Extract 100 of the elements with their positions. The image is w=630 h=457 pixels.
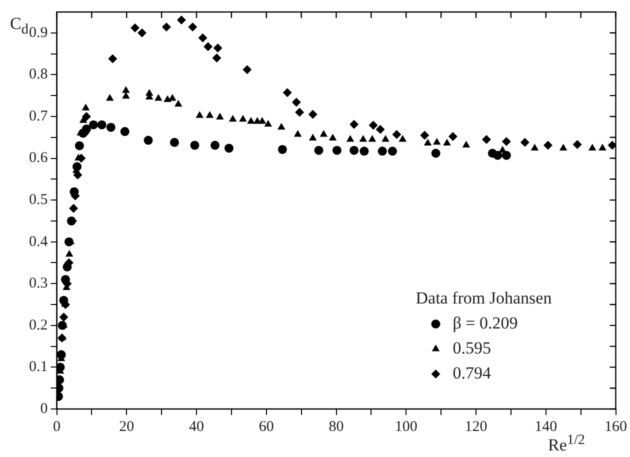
point — [314, 146, 324, 155]
point — [162, 22, 171, 32]
point — [328, 134, 337, 140]
point — [82, 112, 91, 121]
y-tick-label: 0.2 — [29, 317, 48, 334]
point — [572, 140, 582, 149]
point — [170, 138, 179, 147]
point — [206, 111, 214, 118]
point — [204, 42, 213, 52]
x-tick-label: 40 — [189, 418, 204, 435]
legend-label: 0.794 — [452, 363, 492, 382]
point — [308, 110, 318, 119]
point — [72, 162, 82, 172]
y-tick-label: 0.4 — [29, 234, 48, 250]
point — [424, 138, 432, 146]
x-tick-label: 160 — [604, 418, 627, 435]
point — [74, 141, 84, 150]
point — [398, 134, 407, 142]
point — [79, 116, 88, 123]
point — [502, 137, 511, 146]
point — [368, 134, 376, 142]
point — [258, 116, 266, 124]
point — [278, 122, 286, 130]
x-tick-label: 20 — [119, 418, 134, 435]
point — [295, 108, 304, 117]
point — [69, 204, 78, 213]
point — [122, 86, 130, 93]
point — [120, 127, 130, 136]
point — [228, 114, 237, 122]
point — [176, 15, 186, 24]
point — [216, 112, 224, 120]
point — [130, 23, 140, 32]
point — [588, 144, 596, 150]
point — [278, 144, 287, 154]
point — [282, 88, 292, 98]
y-tick-label: 0.5 — [29, 192, 48, 208]
point — [388, 146, 397, 156]
point — [106, 94, 114, 101]
point — [224, 144, 234, 153]
point — [543, 140, 552, 150]
x-tick-label: 120 — [464, 418, 488, 435]
point — [482, 134, 491, 144]
point — [198, 33, 208, 42]
point — [376, 124, 385, 134]
point — [359, 134, 368, 142]
x-axis-title: Re$^{1/2}$ — [548, 432, 585, 455]
y-tick-label: 0.7 — [29, 108, 48, 124]
point — [598, 144, 606, 150]
point — [106, 122, 116, 132]
point — [56, 350, 66, 360]
point — [58, 333, 66, 340]
y-tick-label: 0 — [40, 400, 48, 417]
point — [108, 54, 118, 64]
point — [59, 296, 68, 305]
point — [210, 140, 220, 150]
point — [82, 104, 90, 110]
point — [242, 65, 252, 74]
point — [392, 130, 402, 139]
point — [144, 136, 153, 145]
point — [213, 43, 222, 52]
y-tick-label: 0.1 — [29, 359, 48, 376]
point — [432, 138, 441, 145]
point — [502, 150, 511, 160]
point — [382, 134, 390, 142]
x-tick-label: 60 — [258, 418, 274, 435]
point — [350, 120, 359, 129]
point — [190, 140, 200, 150]
point — [443, 138, 451, 146]
point — [420, 130, 430, 140]
y-tick-label: 0.3 — [29, 276, 48, 292]
point — [88, 120, 98, 130]
point — [448, 132, 458, 142]
point — [164, 95, 172, 102]
point — [294, 130, 302, 137]
point — [56, 362, 65, 372]
point — [62, 262, 72, 272]
point — [346, 134, 354, 142]
point — [462, 140, 470, 148]
point — [247, 116, 255, 124]
point — [368, 120, 378, 130]
point — [174, 100, 182, 107]
point — [360, 146, 369, 156]
point — [292, 98, 301, 107]
point — [212, 53, 222, 62]
point — [154, 94, 162, 101]
point — [196, 111, 204, 118]
y-tick-label: 0.8 — [29, 66, 48, 83]
point — [559, 144, 568, 150]
point — [188, 22, 198, 32]
point — [332, 146, 342, 155]
point — [239, 114, 247, 122]
point — [59, 312, 68, 322]
legend-title: Data from Johansen — [416, 288, 552, 308]
x-tick-label: 80 — [328, 418, 344, 435]
point — [56, 375, 64, 384]
point — [122, 92, 130, 99]
point — [530, 144, 539, 150]
point — [378, 146, 387, 156]
point — [608, 140, 616, 150]
point — [82, 124, 91, 134]
